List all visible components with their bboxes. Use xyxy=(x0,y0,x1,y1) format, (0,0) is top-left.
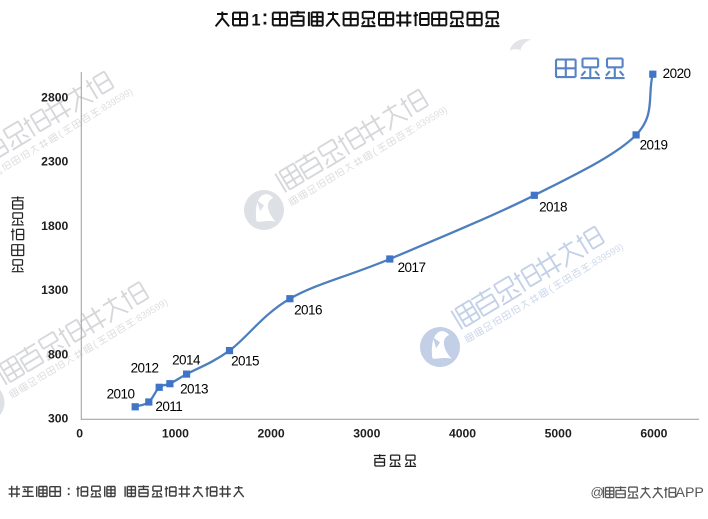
svg-text:2800: 2800 xyxy=(41,90,68,104)
svg-text:2019: 2019 xyxy=(640,138,668,153)
svg-text:6000: 6000 xyxy=(640,427,667,441)
svg-text:1000: 1000 xyxy=(162,427,189,441)
svg-text:2018: 2018 xyxy=(539,200,567,215)
svg-text:800: 800 xyxy=(48,348,69,362)
svg-text:2300: 2300 xyxy=(41,155,68,169)
svg-text:@: @ xyxy=(591,485,604,500)
svg-text:1800: 1800 xyxy=(41,219,68,233)
svg-text:2015: 2015 xyxy=(231,353,259,368)
svg-text:3000: 3000 xyxy=(353,427,380,441)
svg-text:0: 0 xyxy=(76,427,83,441)
svg-text:2013: 2013 xyxy=(180,382,208,397)
svg-text:(: ( xyxy=(547,284,556,295)
svg-text:300: 300 xyxy=(48,412,69,426)
svg-text:(: ( xyxy=(91,339,100,350)
svg-text:5000: 5000 xyxy=(545,427,572,441)
svg-text:1: 1 xyxy=(251,12,260,30)
svg-text:APP: APP xyxy=(676,485,704,501)
svg-text:2010: 2010 xyxy=(107,387,135,402)
svg-text:4000: 4000 xyxy=(449,427,476,441)
svg-text:(: ( xyxy=(371,147,380,158)
svg-text:2011: 2011 xyxy=(155,399,182,414)
svg-text:2017: 2017 xyxy=(398,260,426,275)
svg-text:2000: 2000 xyxy=(258,427,285,441)
svg-text:1300: 1300 xyxy=(41,283,68,297)
svg-text:(: ( xyxy=(56,129,65,140)
svg-text:2020: 2020 xyxy=(663,66,691,81)
svg-text:2014: 2014 xyxy=(172,353,201,368)
svg-text:2012: 2012 xyxy=(131,360,159,375)
svg-text:2016: 2016 xyxy=(294,303,322,318)
